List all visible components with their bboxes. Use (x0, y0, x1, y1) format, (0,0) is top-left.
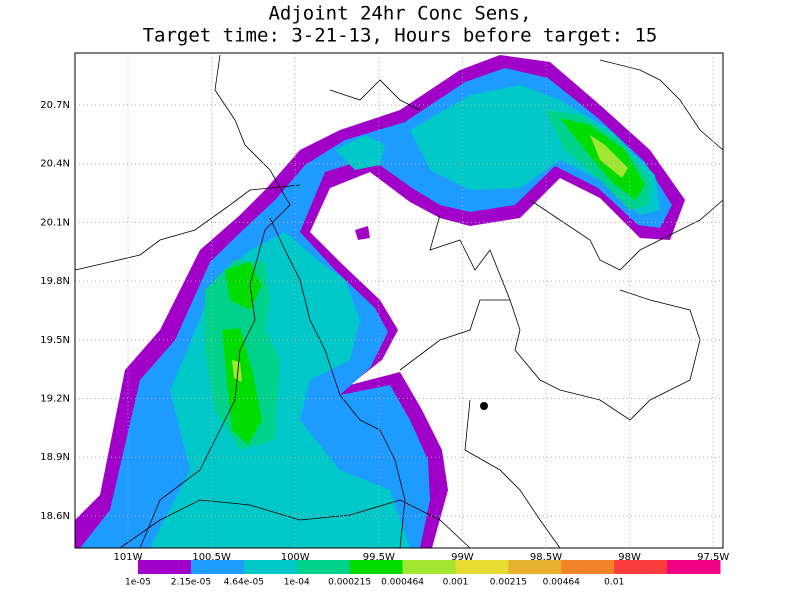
target-marker (480, 402, 488, 410)
colorbar-swatch (402, 560, 456, 574)
colorbar-label: 0.000215 (328, 578, 371, 588)
colorbar-swatch (667, 560, 721, 574)
colorbar-label: 0.00464 (543, 578, 580, 588)
colorbar-swatch (296, 560, 351, 574)
title-line: Adjoint 24hr Conc Sens, (268, 3, 531, 25)
colorbar-label: 0.01 (604, 578, 624, 588)
lat-label: 19.5N (40, 335, 70, 346)
colorbar: 1e-05 2.15e-05 4.64e-05 1e-04 0.000215 0.0004… (125, 560, 721, 588)
lon-label: 101W (114, 552, 143, 563)
title-line: Target time: 3-21-13, Hours before targe… (143, 25, 658, 47)
colorbar-swatch (561, 560, 615, 574)
lat-label: 20.7N (40, 100, 70, 111)
colorbar-label: 0.001 (443, 578, 469, 588)
colorbar-label: 1e-05 (125, 578, 151, 588)
lon-label: 99W (451, 552, 474, 563)
lon-label: 100W (281, 552, 310, 563)
sensitivity-field (75, 55, 685, 548)
colorbar-swatch (138, 560, 192, 574)
colorbar-label: 2.15e-05 (171, 578, 211, 588)
lon-label: 98W (618, 552, 641, 563)
plot-frame (74, 52, 724, 549)
lon-label: 100.5W (192, 552, 231, 563)
lat-label: 20.1N (40, 217, 70, 228)
colorbar-label: 0.000464 (381, 578, 424, 588)
lat-label: 19.2N (40, 394, 70, 405)
lon-label: 99.5W (363, 552, 395, 563)
colorbar-label: 0.00215 (490, 578, 527, 588)
lat-label: 18.9N (40, 452, 70, 463)
map-borders (74, 54, 724, 549)
colorbar-swatch (349, 560, 404, 574)
colorbar-label: 1e-04 (284, 578, 310, 588)
lon-label: 98.5W (530, 552, 562, 563)
lat-label: 18.6N (40, 511, 70, 522)
colorbar-swatch (614, 560, 668, 574)
colorbar-swatch (243, 560, 298, 574)
colorbar-swatch (190, 560, 245, 574)
lat-label: 19.8N (40, 276, 70, 287)
lon-label: 97.5W (697, 552, 729, 563)
colorbar-label: 4.64e-05 (224, 578, 264, 588)
colorbar-swatch (455, 560, 509, 574)
grid (75, 53, 723, 548)
colorbar-swatch (508, 560, 562, 574)
lat-label: 20.4N (40, 159, 70, 170)
